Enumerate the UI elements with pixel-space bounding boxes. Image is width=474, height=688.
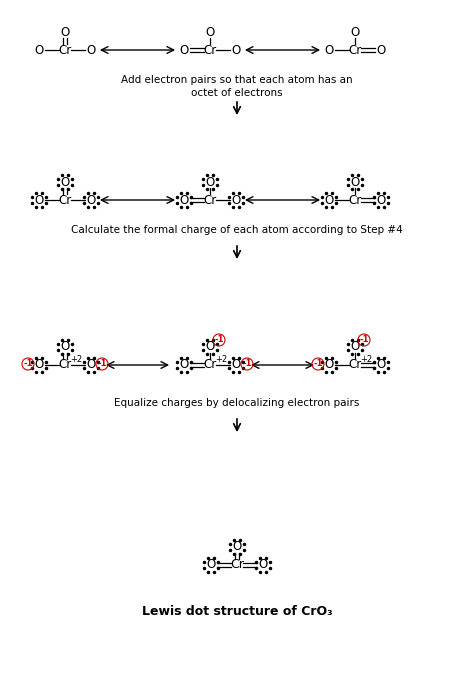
Text: Cr: Cr [58,43,72,56]
Text: O: O [376,358,386,372]
Text: O: O [231,358,241,372]
Text: Cr: Cr [58,358,72,372]
Text: O: O [231,193,241,206]
Text: O: O [350,25,360,39]
Text: +2: +2 [215,356,227,365]
Text: O: O [205,341,215,354]
Text: Cr: Cr [348,358,362,372]
Text: O: O [205,175,215,189]
Text: -1: -1 [214,336,224,345]
Text: Calculate the formal charge of each atom according to Step #4: Calculate the formal charge of each atom… [71,225,403,235]
Text: O: O [179,193,189,206]
Text: +2: +2 [360,356,372,365]
Text: O: O [179,43,189,56]
Text: O: O [350,341,360,354]
Text: Cr: Cr [58,193,72,206]
Text: O: O [179,358,189,372]
Text: Cr: Cr [203,43,217,56]
Text: O: O [60,25,70,39]
Text: O: O [324,43,334,56]
Text: -1: -1 [23,360,33,369]
Text: O: O [206,559,216,572]
Text: O: O [350,175,360,189]
Text: O: O [324,358,334,372]
Text: O: O [86,358,96,372]
Text: Add electron pairs so that each atom has an
octet of electrons: Add electron pairs so that each atom has… [121,75,353,98]
Text: Cr: Cr [203,193,217,206]
Text: O: O [376,43,386,56]
Text: -1: -1 [242,360,252,369]
Text: O: O [35,43,44,56]
Text: -1: -1 [313,360,323,369]
Text: Cr: Cr [348,43,362,56]
Text: Cr: Cr [348,193,362,206]
Text: O: O [86,193,96,206]
Text: Cr: Cr [203,358,217,372]
Text: O: O [232,541,242,554]
Text: -1: -1 [97,360,107,369]
Text: O: O [60,341,70,354]
Text: O: O [35,193,44,206]
Text: O: O [324,193,334,206]
Text: O: O [205,25,215,39]
Text: O: O [35,358,44,372]
Text: +2: +2 [70,356,82,365]
Text: Equalize charges by delocalizing electron pairs: Equalize charges by delocalizing electro… [114,398,360,408]
Text: O: O [231,43,241,56]
Text: O: O [86,43,96,56]
Text: -1: -1 [359,336,369,345]
Text: Cr: Cr [230,559,244,572]
Text: O: O [376,193,386,206]
Text: O: O [258,559,268,572]
Text: Lewis dot structure of CrO₃: Lewis dot structure of CrO₃ [142,605,332,618]
Text: O: O [60,175,70,189]
